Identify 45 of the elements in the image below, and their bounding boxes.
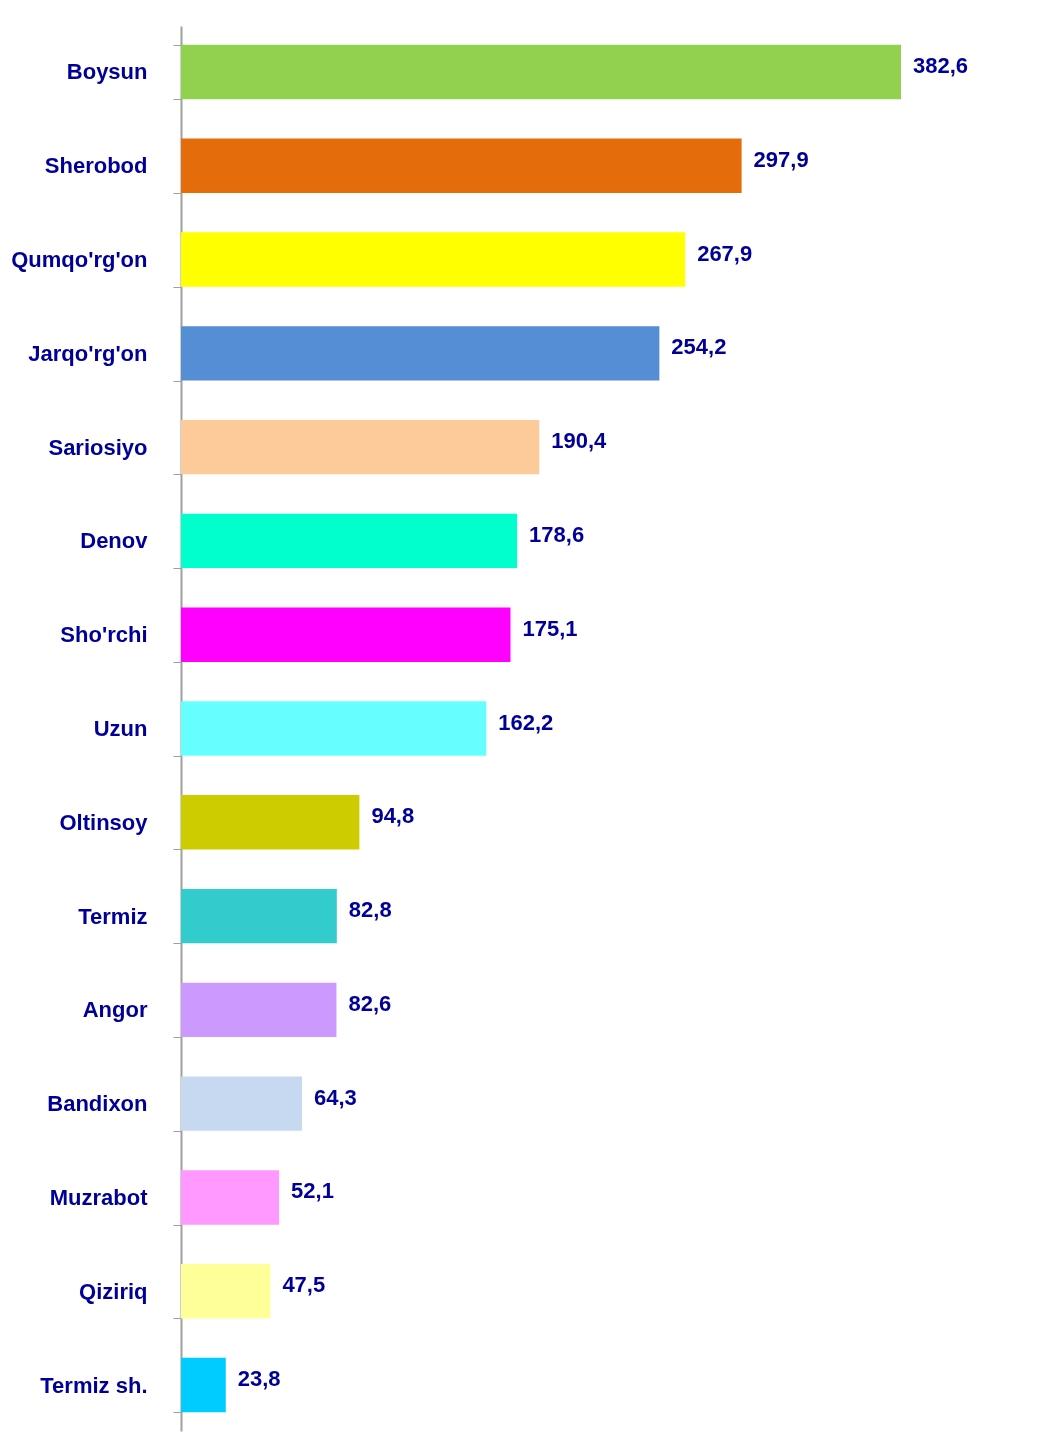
y-tick-label: Qumqo'rg'on (11, 247, 148, 273)
y-tick-label: Termiz sh. (40, 1372, 148, 1398)
y-tick-label: Sho'rchi (60, 622, 148, 648)
bar (181, 701, 487, 756)
bar (181, 513, 518, 569)
data-label: 382,6 (913, 52, 969, 78)
y-tick-label: Termiz (78, 903, 148, 929)
data-label: 178,6 (529, 521, 585, 547)
bar (181, 982, 337, 1038)
data-label: 47,5 (282, 1272, 326, 1298)
data-label: 254,2 (671, 334, 727, 360)
bar (181, 1264, 271, 1319)
data-label: 94,8 (371, 803, 415, 829)
data-label: 82,6 (348, 990, 392, 1016)
y-tick-label: Boysun (66, 59, 148, 85)
bar (181, 326, 660, 381)
y-tick-label: Uzun (93, 716, 148, 741)
bar (181, 138, 742, 193)
data-label: 64,3 (314, 1084, 357, 1110)
y-tick-label: Sherobod (44, 153, 148, 179)
y-tick-label: Jarqo'rg'on (28, 340, 148, 366)
bar (181, 419, 540, 475)
y-tick-label: Qiziriq (79, 1278, 148, 1304)
bar (181, 1357, 226, 1413)
y-tick-label: Muzrabot (49, 1184, 149, 1210)
data-label: 297,9 (753, 146, 809, 172)
data-label: 190,4 (551, 428, 608, 454)
y-tick-label: Sariosiyo (48, 434, 148, 460)
y-tick-label: Angor (82, 997, 148, 1023)
data-label: 175,1 (522, 615, 578, 641)
bar (181, 1076, 302, 1131)
bar (181, 795, 360, 850)
bar (181, 44, 901, 100)
bar (181, 232, 686, 287)
bar (181, 607, 511, 662)
data-label: 23,8 (237, 1366, 281, 1392)
y-tick-label: Bandixon (47, 1091, 148, 1117)
data-label: 267,9 (697, 240, 753, 266)
data-label: 82,8 (348, 897, 392, 923)
bar (181, 1170, 280, 1225)
y-tick-label: Denov (80, 528, 149, 554)
data-label: 52,1 (291, 1178, 334, 1204)
bar (181, 888, 337, 944)
data-label: 162,2 (498, 709, 554, 735)
y-tick-label: Oltinsoy (59, 809, 149, 835)
